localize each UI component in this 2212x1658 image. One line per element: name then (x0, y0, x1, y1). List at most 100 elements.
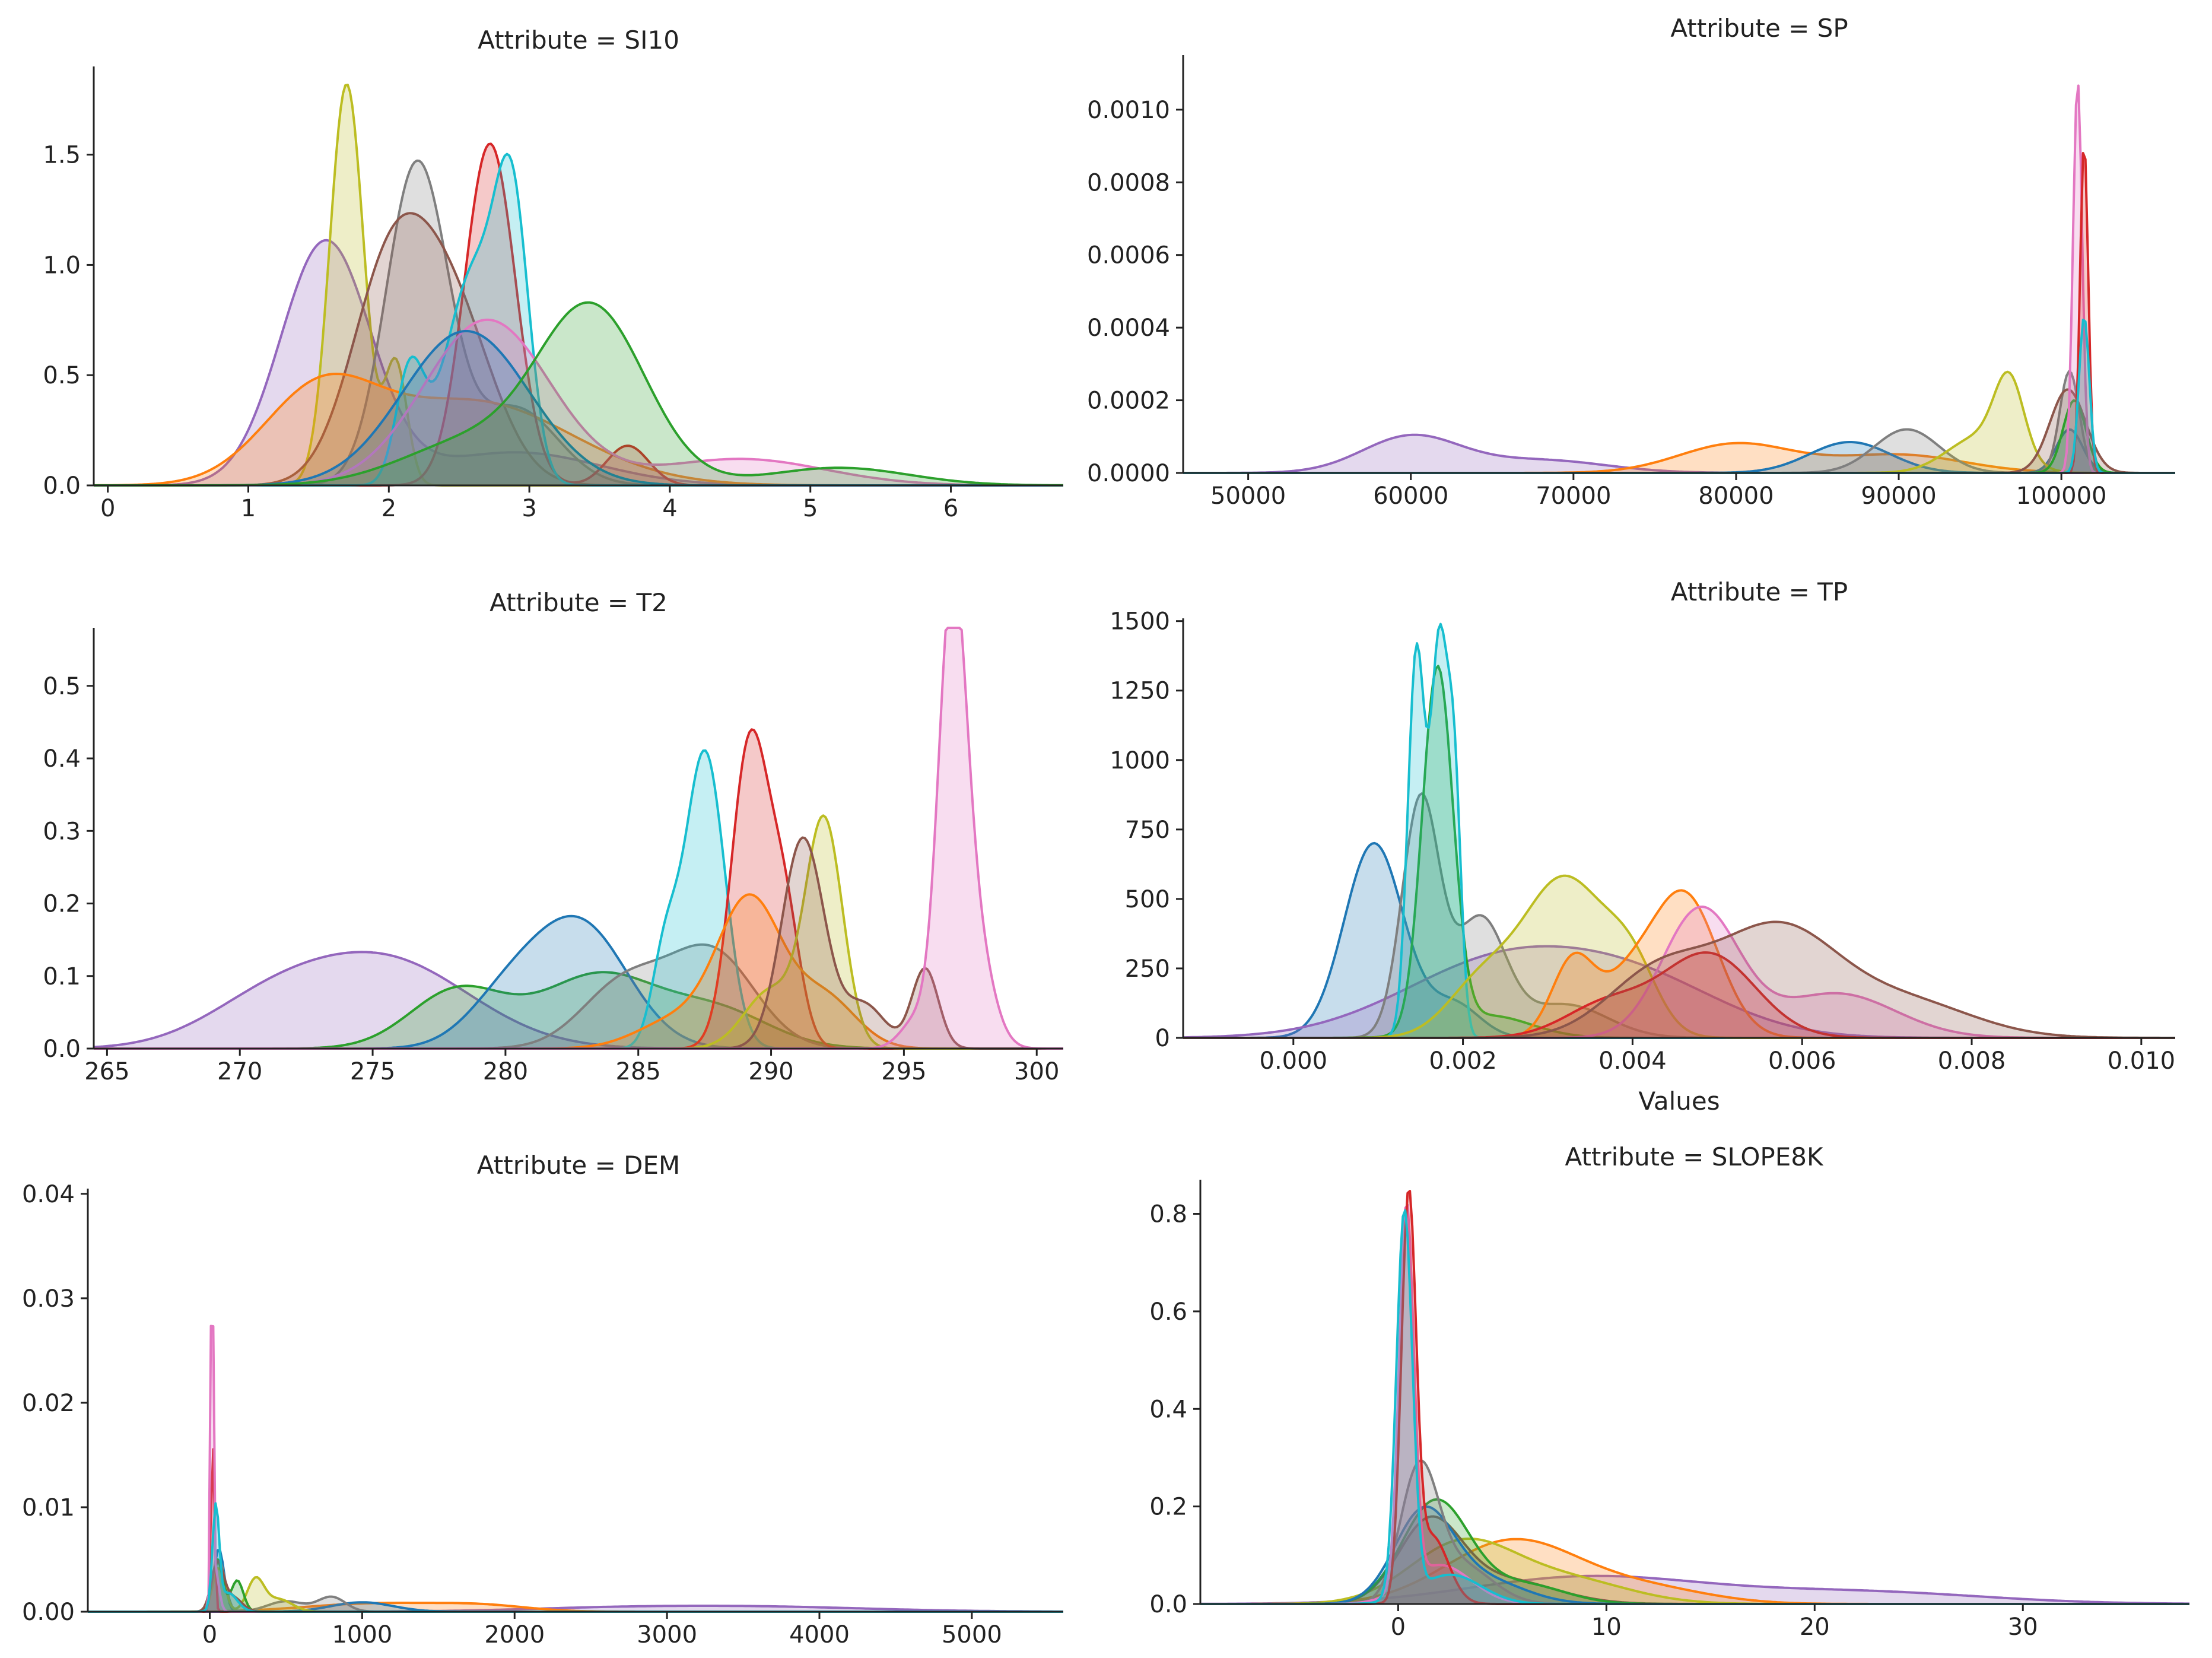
x-tick-label: 5 (803, 495, 818, 522)
density-fill-purple (1183, 946, 2175, 1038)
panel-si10: Attribute = SI10 0 1 2 3 4 5 6 0.0 0.5 1.0 1.5 (43, 26, 1063, 522)
y-tick-label: 0.1 (43, 963, 81, 990)
plot-area (88, 1325, 1063, 1613)
density-fill-orange (1200, 1539, 2189, 1604)
y-tick-label: 500 (1125, 886, 1170, 913)
density-fill-brown (94, 837, 1063, 1049)
panel-tp: Attribute = TP 0.000 0.002 0.004 0.006 0.008… (1110, 577, 2175, 1116)
density-fill-brown (94, 213, 1063, 485)
density-fill-grey (88, 1560, 1063, 1612)
y-tick-label: 0.4 (43, 745, 81, 773)
y-tick-label: 1.5 (43, 142, 81, 169)
series-pink (88, 1325, 1063, 1613)
y-tick-label: 0.0004 (1087, 315, 1170, 342)
density-fill-purple (1183, 434, 2175, 473)
panel-title: Attribute = DEM (477, 1151, 680, 1180)
y-tick-label: 1500 (1110, 608, 1170, 636)
y-tick-label: 0.0010 (1087, 97, 1170, 124)
y-tick-label: 0.2 (1149, 1494, 1187, 1521)
x-tick-label: 3000 (637, 1621, 697, 1649)
density-fill-purple (94, 240, 1063, 485)
density-fill-green (94, 302, 1063, 485)
panel-t2: Attribute = T2 265 270 275 280 285 290 295 300 0… (43, 588, 1063, 1085)
density-fill-orange (94, 374, 1063, 485)
density-line-pink (1200, 1203, 2189, 1605)
density-fill-cyan (1183, 320, 2175, 473)
density-fill-pink (1183, 907, 2175, 1038)
x-tick-label: 70000 (1536, 482, 1611, 510)
density-fill-grey (1183, 793, 2175, 1038)
plot-area (94, 83, 1063, 487)
series-red (1200, 1190, 2189, 1605)
density-fill-blue (1183, 429, 2175, 473)
axes: 0 1 2 3 4 5 6 0.0 0.5 1.0 1.5 (43, 66, 1063, 522)
series-cyan (1200, 1209, 2189, 1605)
y-tick-label: 1250 (1110, 678, 1170, 705)
density-line-cyan (88, 1502, 1063, 1613)
axes: 50000 60000 70000 80000 90000 100000 0.0000 0.0… (1087, 55, 2175, 510)
density-fill-pink (1183, 85, 2175, 473)
y-tick-label: 0.04 (22, 1181, 75, 1208)
plot-area (1183, 622, 2175, 1039)
x-tick-label: 2 (382, 495, 396, 522)
density-fill-grey (94, 944, 1063, 1049)
y-tick-label: 250 (1125, 955, 1170, 983)
y-tick-label: 0.2 (43, 891, 81, 918)
y-tick-label: 1.0 (43, 252, 81, 279)
axes: 0 10 20 30 0.0 0.2 0.4 0.6 0.8 (1149, 1180, 2189, 1641)
density-fill-red (1200, 1191, 2189, 1604)
density-fill-grey (1183, 371, 2175, 473)
x-tick-label: 0.004 (1598, 1047, 1667, 1075)
density-line-purple (1200, 1574, 2189, 1605)
density-fill-blue (1183, 843, 2175, 1038)
panel-title: Attribute = TP (1671, 577, 1848, 606)
y-tick-label: 0.5 (43, 362, 81, 389)
x-tick-label: 275 (350, 1058, 395, 1085)
x-tick-label: 0.010 (2108, 1047, 2176, 1075)
density-fill-purple (1200, 1576, 2189, 1604)
x-tick-label: 0 (100, 495, 115, 522)
x-axis-label: Values (1638, 1087, 1720, 1116)
axes: 0 1000 2000 3000 4000 5000 0.00 0.01 0.02 0.03 0.0… (22, 1181, 1063, 1649)
y-tick-label: 0.0 (43, 472, 81, 500)
density-fill-pink (88, 1326, 1063, 1612)
density-fill-blue (94, 916, 1063, 1049)
axes: 0.000 0.002 0.004 0.006 0.008 0.010 0 250 500 750… (1110, 608, 2175, 1075)
density-fill-brown (1200, 1516, 2189, 1604)
density-fill-orange (1183, 890, 2175, 1038)
x-tick-label: 10 (1591, 1613, 1622, 1641)
y-tick-label: 0.01 (22, 1494, 75, 1522)
panel-title: Attribute = SLOPE8K (1565, 1142, 1824, 1171)
x-tick-label: 100000 (2016, 482, 2107, 510)
x-tick-label: 300 (1014, 1058, 1059, 1085)
density-line-pink (1183, 84, 2175, 474)
panel-title: Attribute = SP (1670, 14, 1848, 43)
density-fill-green (1183, 666, 2175, 1038)
x-tick-label: 50000 (1210, 482, 1286, 510)
y-tick-label: 750 (1125, 817, 1170, 844)
panel-slope8k: Attribute = SLOPE8K 0 10 20 300.00.20.40.60… (1149, 1142, 2189, 1641)
y-tick-label: 0.02 (22, 1390, 75, 1417)
x-tick-label: 0.002 (1429, 1047, 1497, 1075)
y-tick-label: 0.0008 (1087, 169, 1170, 196)
x-tick-label: 270 (217, 1058, 262, 1085)
x-tick-label: 295 (881, 1058, 926, 1085)
density-fill-olive (1200, 1539, 2189, 1604)
density-fill-pink (94, 628, 1063, 1049)
x-tick-label: 4000 (789, 1621, 850, 1649)
axes: 265 270 275 280 285 290 295 300 0.0 0.1 0.2 0.3 0.4 0… (43, 628, 1063, 1085)
panel-sp: Attribute = SP 50000 60000 70000 80000 90000… (1087, 14, 2175, 510)
series-purple (1200, 1574, 2189, 1605)
panel-title: Attribute = SI10 (478, 26, 679, 55)
density-fill-grey (1200, 1460, 2189, 1604)
x-tick-label: 280 (483, 1058, 528, 1085)
plot-area (1183, 84, 2175, 474)
y-tick-label: 0.0006 (1087, 242, 1170, 269)
x-tick-label: 90000 (1861, 482, 1936, 510)
x-tick-label: 2000 (484, 1621, 545, 1649)
density-fill-orange (1183, 443, 2175, 473)
density-fill-pink (1200, 1205, 2189, 1604)
plot-area (1200, 1190, 2189, 1605)
density-fill-olive (94, 815, 1063, 1049)
y-tick-label: 0.0000 (1087, 460, 1170, 487)
